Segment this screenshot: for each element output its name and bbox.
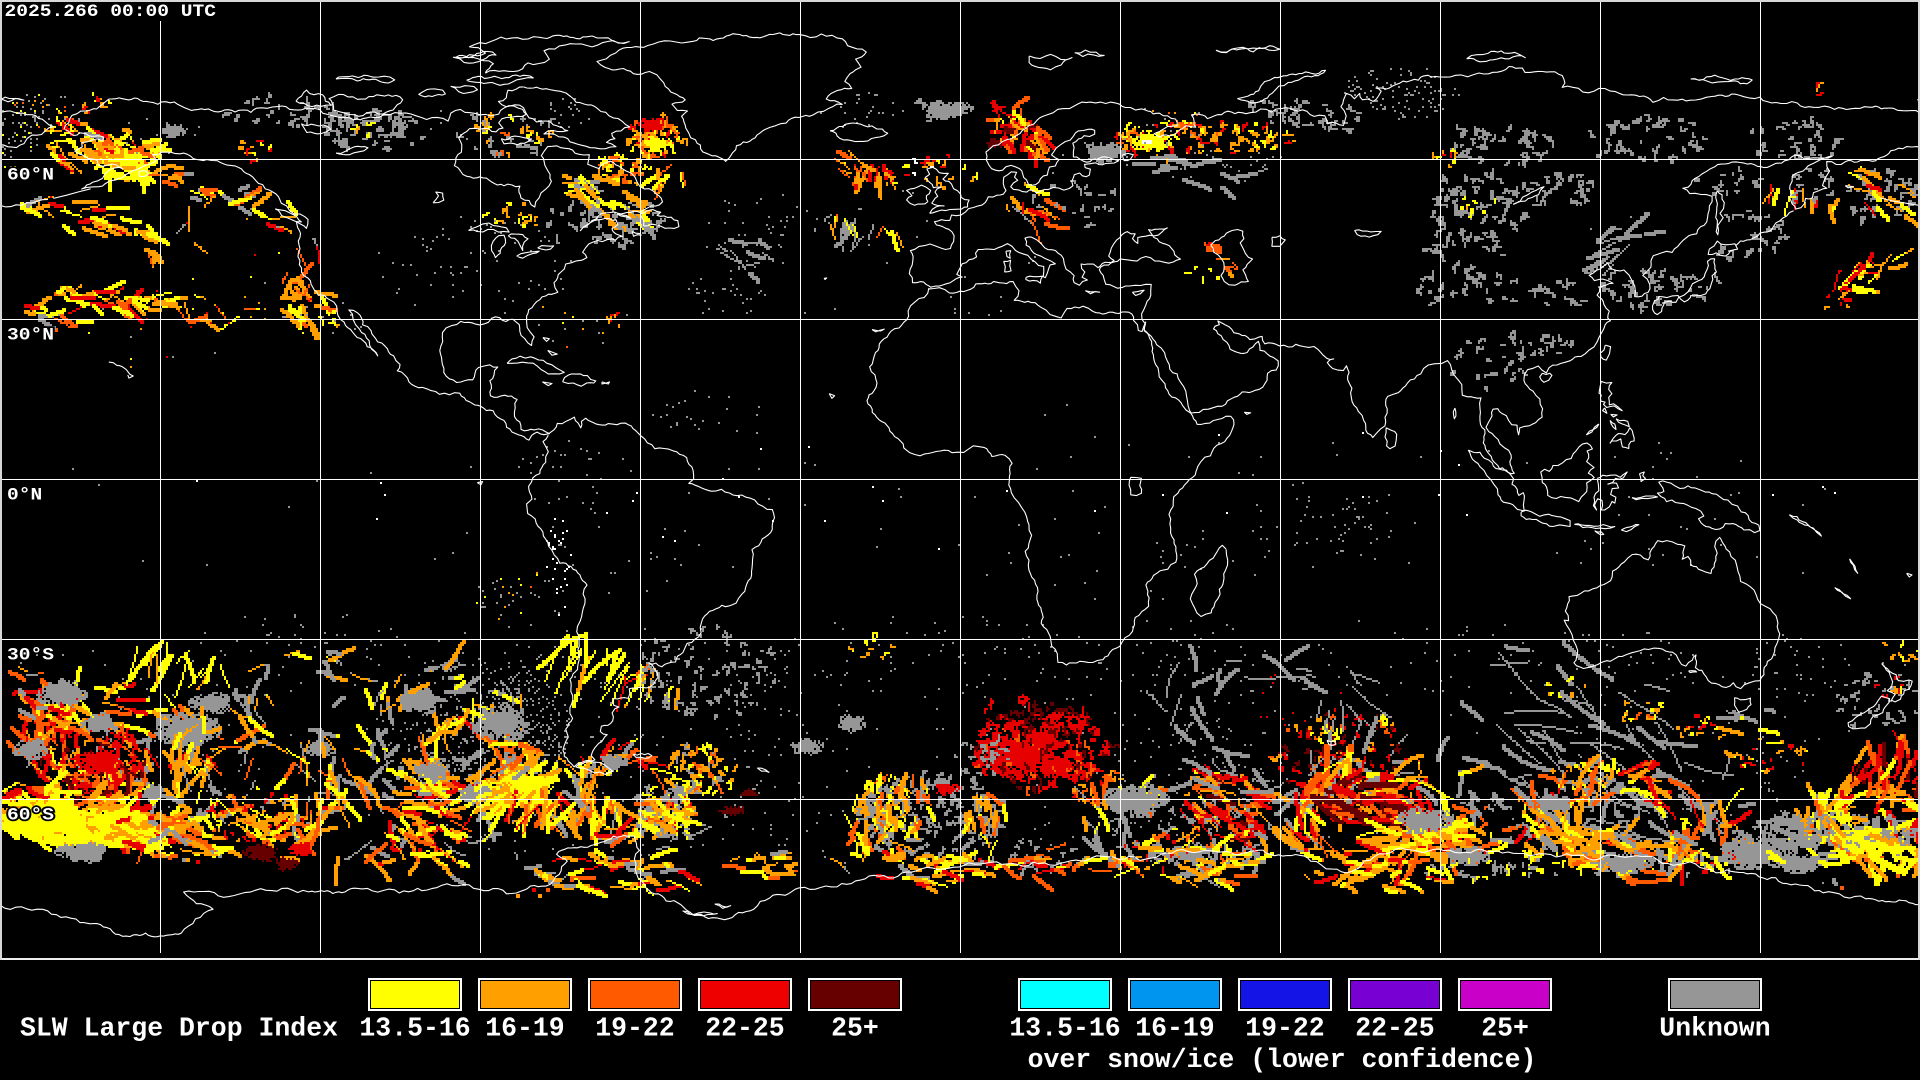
svg-text:0°N: 0°N bbox=[7, 485, 42, 505]
svg-text:60°N: 60°N bbox=[7, 165, 54, 185]
svg-text:2025.266 00:00 UTC: 2025.266 00:00 UTC bbox=[5, 2, 217, 22]
svg-text:30°N: 30°N bbox=[7, 325, 54, 345]
svg-text:16-19: 16-19 bbox=[485, 1014, 565, 1044]
svg-text:60°S: 60°S bbox=[7, 805, 54, 825]
svg-text:13.5-16: 13.5-16 bbox=[1009, 1014, 1120, 1044]
svg-text:25+: 25+ bbox=[1481, 1014, 1529, 1044]
svg-text:16-19: 16-19 bbox=[1135, 1014, 1215, 1044]
svg-text:22-25: 22-25 bbox=[1355, 1014, 1435, 1044]
svg-text:22-25: 22-25 bbox=[705, 1014, 785, 1044]
svg-text:13.5-16: 13.5-16 bbox=[359, 1014, 470, 1044]
svg-text:over snow/ice (lower confidenc: over snow/ice (lower confidence) bbox=[1028, 1045, 1537, 1075]
svg-text:25+: 25+ bbox=[831, 1014, 879, 1044]
svg-text:19-22: 19-22 bbox=[1245, 1014, 1325, 1044]
svg-text:30°S: 30°S bbox=[7, 645, 54, 665]
svg-text:SLW Large Drop Index: SLW Large Drop Index bbox=[20, 1014, 338, 1044]
svg-text:19-22: 19-22 bbox=[595, 1014, 675, 1044]
svg-text:Unknown: Unknown bbox=[1659, 1014, 1770, 1044]
